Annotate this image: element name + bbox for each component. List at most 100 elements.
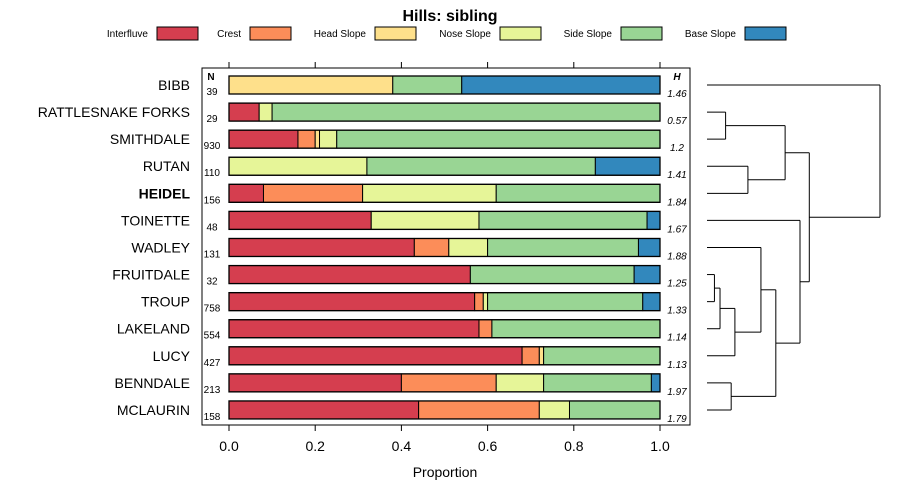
n-label-lucy: 427 bbox=[204, 358, 221, 369]
bar-outline-rattlesnake-forks bbox=[228, 102, 661, 122]
bar-segment-smithdale-crest bbox=[297, 129, 316, 149]
n-header: N bbox=[207, 72, 214, 83]
bar-outline-bibb bbox=[228, 75, 661, 95]
bar-outline-wadley bbox=[228, 237, 661, 258]
h-label-smithdale: 1.2 bbox=[670, 143, 684, 154]
n-label-mclaurin: 158 bbox=[204, 412, 221, 423]
bar-segment-rattlesnake-forks-interfluve bbox=[228, 102, 260, 122]
dendrogram bbox=[707, 84, 881, 411]
h-label-lucy: 1.13 bbox=[667, 360, 687, 371]
h-label-wadley: 1.88 bbox=[667, 251, 687, 262]
bar-segment-troup-side-slope bbox=[487, 292, 644, 312]
h-label-benndale: 1.97 bbox=[667, 387, 687, 398]
h-label-rattlesnake-forks: 0.57 bbox=[667, 116, 687, 127]
bar-segment-lucy-interfluve bbox=[228, 346, 523, 366]
bar-segment-smithdale-side-slope bbox=[336, 129, 661, 149]
bar-segment-wadley-base-slope bbox=[637, 237, 661, 257]
bar-outline-fruitdale bbox=[228, 264, 661, 285]
legend-swatch-head-slope bbox=[374, 26, 417, 41]
n-label-bibb: 39 bbox=[206, 87, 218, 98]
legend-label-head-slope: Head Slope bbox=[314, 29, 367, 40]
h-label-rutan: 1.41 bbox=[667, 170, 686, 181]
x-axis-title: Proportion bbox=[413, 464, 478, 480]
bar-segment-lucy-side-slope bbox=[543, 346, 661, 366]
bar-segment-troup-nose-slope bbox=[482, 292, 489, 312]
bar-segment-toinette-side-slope bbox=[478, 210, 648, 230]
h-label-bibb: 1.46 bbox=[667, 89, 687, 100]
bar-segment-lakeland-crest bbox=[478, 319, 493, 339]
n-label-troup: 758 bbox=[204, 304, 221, 315]
h-label-troup: 1.33 bbox=[667, 306, 687, 317]
legend-swatch-side-slope bbox=[620, 26, 663, 41]
bar-segment-smithdale-interfluve bbox=[228, 129, 299, 149]
series-label-rutan: RUTAN bbox=[143, 158, 190, 174]
chart-title: Hills: sibling bbox=[402, 8, 497, 25]
legend-label-nose-slope: Nose Slope bbox=[439, 29, 491, 40]
legend-swatch-nose-slope bbox=[499, 26, 542, 41]
series-label-smithdale: SMITHDALE bbox=[110, 131, 190, 147]
bar-segment-bibb-head-slope bbox=[228, 75, 394, 95]
bar-segment-wadley-side-slope bbox=[487, 237, 639, 257]
series-label-lakeland: LAKELAND bbox=[117, 321, 190, 337]
series-label-rattlesnake-forks: RATTLESNAKE FORKS bbox=[38, 104, 190, 120]
bar-segment-troup-interfluve bbox=[228, 292, 476, 312]
legend: Interfluve Crest Head Slope Nose Slope Side … bbox=[107, 26, 787, 41]
bar-outline-rutan bbox=[228, 156, 661, 176]
bar-segment-mclaurin-nose-slope bbox=[538, 400, 570, 420]
bar-segment-mclaurin-crest bbox=[418, 400, 540, 420]
n-label-heidel: 156 bbox=[204, 195, 221, 206]
bar-segment-benndale-base-slope bbox=[650, 373, 661, 393]
bar-segment-benndale-side-slope bbox=[543, 373, 652, 393]
h-label-lakeland: 1.14 bbox=[667, 333, 687, 344]
n-label-rattlesnake-forks: 29 bbox=[206, 114, 218, 125]
legend-label-interfluve: Interfluve bbox=[107, 29, 149, 40]
bar-segment-fruitdale-side-slope bbox=[469, 265, 635, 285]
bar-segment-rutan-side-slope bbox=[366, 156, 596, 176]
bar-segment-benndale-nose-slope bbox=[495, 373, 545, 393]
bar-segment-heidel-side-slope bbox=[495, 183, 661, 203]
bar-segment-toinette-nose-slope bbox=[370, 210, 480, 230]
x-axis: 0.0 0.2 0.4 0.6 0.8 1.0 bbox=[219, 62, 670, 454]
series-label-fruitdale: FRUITDALE bbox=[112, 267, 190, 283]
bar-segment-benndale-interfluve bbox=[228, 373, 402, 393]
bar-segment-mclaurin-interfluve bbox=[228, 400, 420, 420]
n-label-benndale: 213 bbox=[204, 385, 221, 396]
bar-outline-benndale bbox=[228, 373, 661, 393]
bar-segment-lakeland-side-slope bbox=[491, 319, 661, 339]
legend-label-base-slope: Base Slope bbox=[685, 29, 737, 40]
legend-label-crest: Crest bbox=[217, 29, 241, 40]
bar-segment-toinette-interfluve bbox=[228, 210, 372, 230]
n-label-toinette: 48 bbox=[206, 222, 218, 233]
bar-segment-smithdale-head-slope bbox=[314, 129, 321, 149]
series-label-mclaurin: MCLAURIN bbox=[117, 402, 190, 418]
legend-swatch-base-slope bbox=[744, 26, 787, 41]
bar-segment-fruitdale-interfluve bbox=[228, 265, 471, 285]
bar-segment-toinette-base-slope bbox=[646, 210, 661, 230]
n-label-fruitdale: 32 bbox=[206, 277, 218, 288]
row-labels: BIBB 39 1.46 RATTLESNAKE FORKS 29 0.57 SMITHDA… bbox=[38, 77, 687, 425]
bar-segment-heidel-nose-slope bbox=[362, 183, 497, 203]
bar-segment-rattlesnake-forks-nose-slope bbox=[258, 102, 273, 122]
legend-swatch-interfluve bbox=[156, 26, 199, 41]
series-label-troup: TROUP bbox=[141, 294, 190, 310]
bar-segment-lakeland-interfluve bbox=[228, 319, 480, 339]
legend-label-side-slope: Side Slope bbox=[564, 29, 613, 40]
series-label-benndale: BENNDALE bbox=[115, 375, 190, 391]
h-header: H bbox=[673, 72, 681, 83]
x-tick-label: 0.0 bbox=[219, 438, 239, 454]
bar-segment-benndale-crest bbox=[400, 373, 497, 393]
n-label-rutan: 110 bbox=[204, 168, 220, 179]
bar-segment-heidel-interfluve bbox=[228, 183, 264, 203]
series-label-heidel: HEIDEL bbox=[139, 185, 191, 201]
x-tick-label: 0.8 bbox=[564, 438, 584, 454]
bar-segment-wadley-nose-slope bbox=[448, 237, 489, 257]
series-label-toinette: TOINETTE bbox=[121, 212, 190, 228]
x-tick-label: 1.0 bbox=[650, 438, 670, 454]
bar-segment-rattlesnake-forks-side-slope bbox=[271, 102, 661, 122]
bar-outline-mclaurin bbox=[228, 400, 661, 420]
series-label-lucy: LUCY bbox=[153, 348, 191, 364]
h-label-mclaurin: 1.79 bbox=[667, 414, 687, 425]
bar-outline-toinette bbox=[228, 210, 661, 231]
bar-segment-troup-base-slope bbox=[642, 292, 661, 312]
